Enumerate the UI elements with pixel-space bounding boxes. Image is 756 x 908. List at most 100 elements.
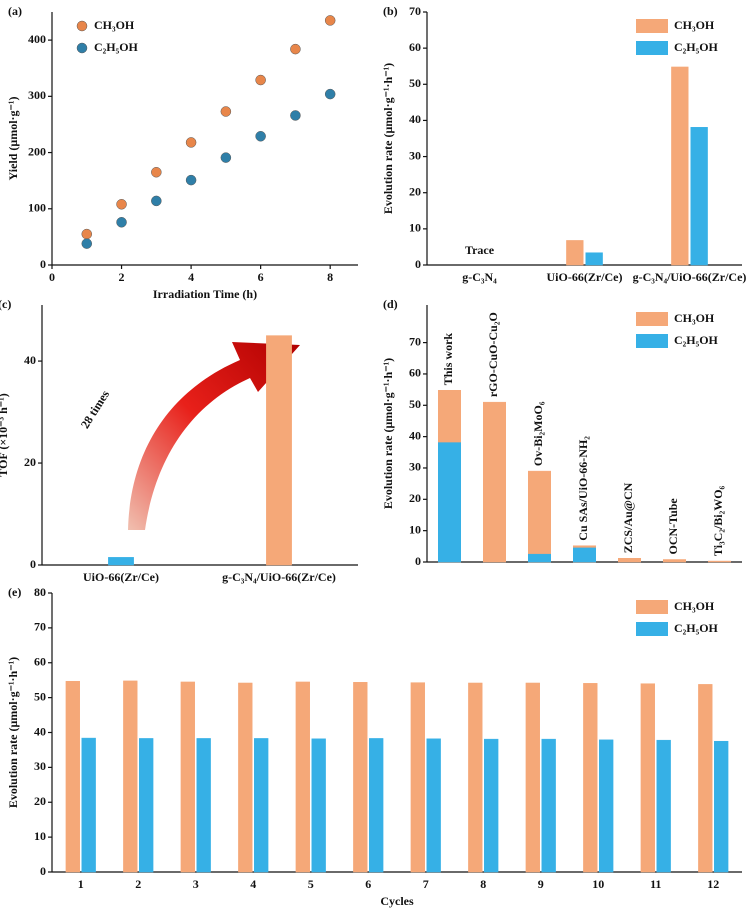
y-tick-label: 10 — [409, 522, 421, 536]
y-tick-label: 20 — [34, 794, 46, 808]
legend-swatch — [636, 622, 668, 636]
legend-label: C₂H₅OH — [674, 621, 719, 635]
category-label: OCN-Tube — [666, 498, 680, 555]
y-tick-label: 20 — [24, 455, 36, 469]
y-tick-label: 0 — [40, 864, 46, 878]
y-tick-label: 60 — [409, 40, 421, 54]
bar — [671, 66, 689, 266]
y-tick-label: 30 — [34, 759, 46, 773]
y-tick-label: 200 — [28, 144, 46, 158]
bar — [640, 683, 655, 873]
y-tick-label: 70 — [409, 334, 421, 348]
point — [220, 106, 232, 117]
x-tick-label: 3 — [193, 877, 199, 891]
bar — [541, 738, 556, 873]
legend-label: CH₃OH — [94, 18, 135, 32]
y-tick-label: 0 — [40, 257, 46, 271]
bar — [108, 557, 134, 566]
x-tick-label: 2 — [135, 877, 141, 891]
x-tick-label: 5 — [308, 877, 314, 891]
y-tick-label: 0 — [30, 557, 36, 571]
legend-swatch — [636, 312, 668, 326]
x-tick-label: 8 — [327, 270, 333, 284]
bar — [618, 557, 641, 563]
bar — [438, 442, 461, 563]
y-tick-label: 20 — [409, 491, 421, 505]
x-tick-label: 6 — [258, 270, 264, 284]
y-tick-label: 40 — [409, 428, 421, 442]
panel-label: (e) — [8, 585, 21, 599]
y-tick-label: 60 — [34, 655, 46, 669]
y-tick-label: 10 — [409, 221, 421, 235]
category-label: Ov-Bi₂MoO₆ — [531, 401, 545, 466]
x-tick-label: 11 — [650, 877, 661, 891]
y-tick-label: 0 — [415, 257, 421, 271]
x-tick-label: 1 — [78, 877, 84, 891]
point — [151, 195, 162, 207]
point — [324, 88, 336, 100]
x-tick-label: UiO-66(Zr/Ce) — [547, 270, 623, 284]
x-tick-label: 0 — [49, 270, 55, 284]
bar — [266, 335, 292, 566]
bar — [698, 684, 713, 873]
legend-label: C₂H₅OH — [674, 40, 719, 54]
legend-label: CH₃OH — [674, 599, 715, 613]
x-tick-label: 6 — [365, 877, 371, 891]
bar — [139, 738, 154, 873]
bar — [484, 738, 499, 873]
bar — [410, 682, 425, 873]
y-tick-label: 0 — [415, 554, 421, 568]
y-axis-label: Evolution rate (μmol·g⁻¹·h⁻¹) — [6, 657, 20, 808]
bar — [656, 739, 671, 873]
x-tick-label: 2 — [119, 270, 125, 284]
y-tick-label: 400 — [28, 32, 46, 46]
point — [220, 152, 232, 163]
y-tick-label: 40 — [24, 353, 36, 367]
y-tick-label: 40 — [34, 724, 46, 738]
y-axis-label: TOF (×10⁻³ h⁻¹) — [0, 393, 10, 476]
legend-label: CH₃OH — [674, 311, 715, 325]
x-tick-label: g-C₃N₄/UiO-66(Zr/Ce) — [633, 270, 747, 284]
x-tick-label: 4 — [250, 877, 256, 891]
bar — [690, 127, 708, 266]
x-tick-label: g-C₃N₄/UiO-66(Zr/Ce) — [222, 570, 336, 584]
point — [81, 238, 93, 249]
bar — [353, 682, 368, 873]
point — [151, 166, 162, 178]
bar — [573, 547, 596, 563]
annotation: 28 times — [78, 387, 112, 431]
y-axis-label: Evolution rate (μmol·g⁻¹·h⁻¹) — [381, 63, 395, 214]
bar — [123, 680, 138, 873]
y-tick-label: 40 — [409, 112, 421, 126]
y-tick-label: 30 — [409, 460, 421, 474]
bar — [483, 401, 506, 563]
legend-swatch — [636, 41, 668, 55]
arrow — [128, 342, 300, 530]
bar — [238, 682, 253, 873]
x-tick-label: 8 — [480, 877, 486, 891]
legend-label: CH₃OH — [674, 18, 715, 32]
bar — [254, 738, 269, 873]
panel-label: (a) — [8, 4, 22, 18]
y-tick-label: 50 — [409, 76, 421, 90]
legend-marker — [76, 20, 88, 32]
bar — [369, 738, 384, 873]
x-tick-label: 9 — [538, 877, 544, 891]
bar — [180, 681, 195, 873]
point — [290, 110, 301, 121]
category-label: This work — [441, 333, 455, 386]
panel-label: (c) — [0, 297, 11, 311]
legend-label: C₂H₅OH — [94, 40, 139, 54]
x-tick-label: 10 — [592, 877, 604, 891]
point — [116, 199, 127, 210]
category-label: Cu SAs/UiO-66-NH₂ — [576, 436, 590, 541]
point — [255, 131, 266, 142]
point — [290, 43, 301, 55]
bar — [566, 240, 584, 266]
point — [185, 174, 197, 186]
y-tick-label: 70 — [34, 620, 46, 634]
bar — [583, 683, 598, 873]
bar — [663, 559, 686, 563]
y-axis-label: Yield (μmol·g⁻¹) — [6, 97, 20, 181]
y-tick-label: 80 — [34, 585, 46, 599]
